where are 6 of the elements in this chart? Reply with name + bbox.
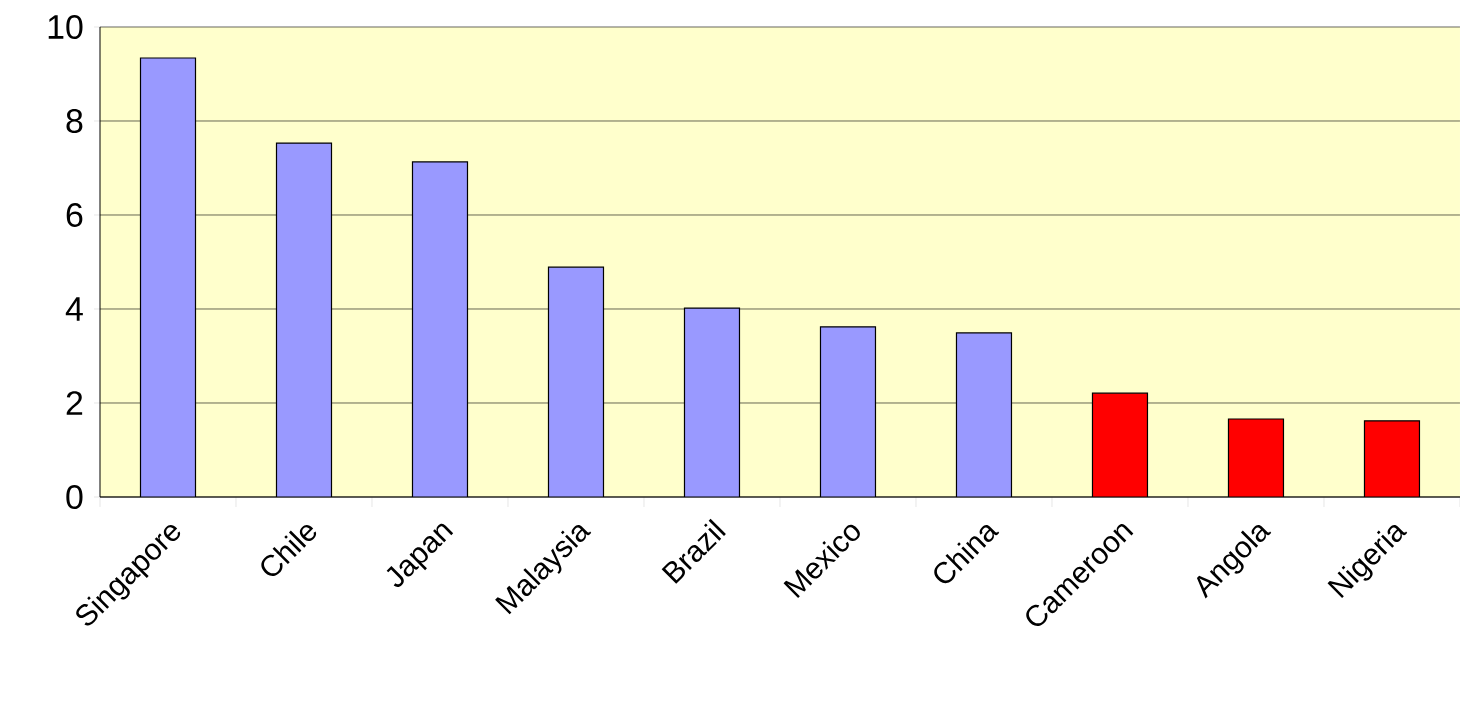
y-tick-label: 10: [48, 15, 83, 39]
y-tick-label: 4: [65, 297, 83, 321]
y-tick-label: 6: [66, 203, 83, 227]
y-tick-label: 2: [66, 391, 83, 415]
y-tick-label: 0: [66, 485, 83, 509]
y-tick-label: 8: [66, 109, 83, 133]
